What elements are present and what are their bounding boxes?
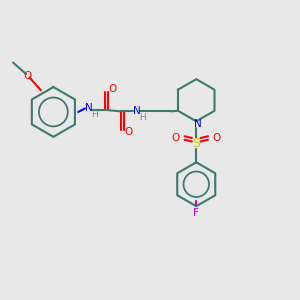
Text: O: O — [213, 133, 221, 143]
Text: O: O — [24, 71, 32, 81]
Text: O: O — [125, 128, 133, 137]
Text: O: O — [172, 133, 180, 143]
Text: S: S — [192, 137, 200, 150]
Text: H: H — [92, 110, 98, 119]
Text: O: O — [109, 84, 117, 94]
Text: N: N — [85, 103, 92, 113]
Text: N: N — [133, 106, 141, 116]
Text: H: H — [140, 113, 146, 122]
Text: F: F — [193, 208, 199, 218]
Text: N: N — [194, 119, 202, 129]
